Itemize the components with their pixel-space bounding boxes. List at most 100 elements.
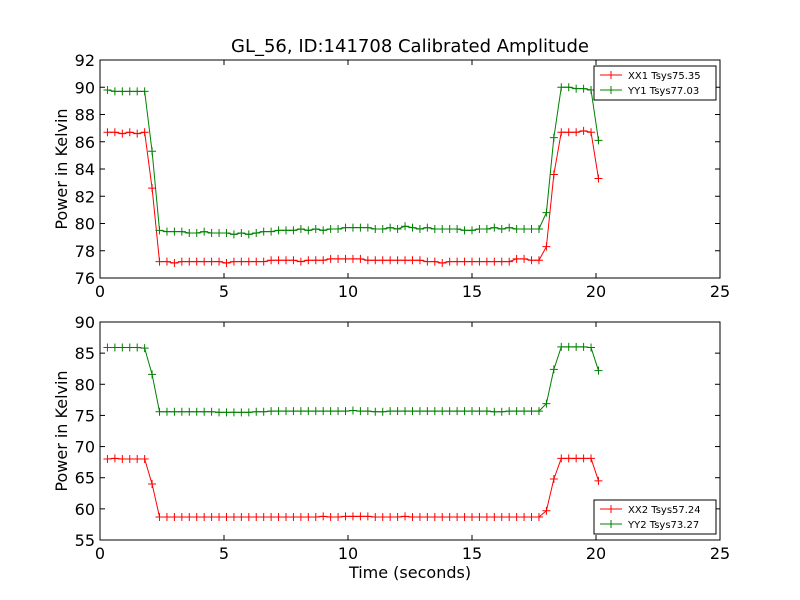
data-point bbox=[564, 342, 573, 351]
data-point bbox=[170, 259, 179, 268]
data-point bbox=[296, 407, 305, 416]
data-point bbox=[415, 256, 424, 265]
data-point bbox=[155, 226, 164, 235]
y-tick-label: 78 bbox=[75, 242, 95, 261]
y-axis-label: Power in Kelvin bbox=[52, 108, 71, 229]
y-tick-label: 90 bbox=[75, 78, 95, 97]
data-point bbox=[512, 254, 521, 263]
data-point bbox=[527, 512, 536, 521]
data-point bbox=[505, 407, 514, 416]
data-point bbox=[215, 408, 224, 417]
data-point bbox=[207, 512, 216, 521]
data-point bbox=[371, 224, 380, 233]
data-point bbox=[304, 407, 313, 416]
data-point bbox=[155, 257, 164, 266]
data-point bbox=[579, 126, 588, 135]
data-point bbox=[542, 208, 551, 217]
data-point bbox=[534, 512, 543, 521]
data-point bbox=[296, 224, 305, 233]
data-point bbox=[490, 223, 499, 232]
data-point bbox=[140, 455, 149, 464]
data-point bbox=[482, 512, 491, 521]
data-point bbox=[363, 223, 372, 232]
data-point bbox=[542, 506, 551, 515]
data-point bbox=[282, 512, 290, 521]
data-point bbox=[259, 257, 268, 266]
legend-marker bbox=[607, 71, 615, 79]
y-tick-label: 80 bbox=[75, 375, 95, 394]
data-point bbox=[356, 223, 365, 232]
data-point bbox=[497, 224, 506, 233]
data-point bbox=[371, 512, 380, 521]
data-point bbox=[475, 407, 484, 416]
legend-label: XX2 Tsys57.24 bbox=[628, 505, 701, 516]
data-point bbox=[520, 254, 529, 263]
data-point bbox=[229, 408, 238, 417]
y-tick-label: 60 bbox=[75, 500, 95, 519]
data-point bbox=[185, 512, 194, 521]
data-point bbox=[215, 512, 224, 521]
data-point bbox=[229, 257, 238, 266]
data-point bbox=[497, 512, 506, 521]
data-point bbox=[423, 407, 432, 416]
data-point bbox=[549, 170, 558, 179]
legend-box bbox=[593, 65, 717, 101]
data-point bbox=[334, 512, 343, 521]
data-point bbox=[415, 512, 424, 521]
data-point bbox=[244, 257, 253, 266]
data-point bbox=[423, 512, 432, 521]
data-point bbox=[200, 512, 209, 521]
data-point bbox=[222, 229, 231, 238]
x-tick-label: 5 bbox=[219, 282, 229, 301]
data-point bbox=[393, 407, 402, 416]
x-tick-label: 10 bbox=[338, 544, 358, 563]
y-tick-label: 76 bbox=[75, 269, 95, 288]
data-point bbox=[177, 227, 186, 236]
legend-marker bbox=[607, 86, 615, 94]
data-point bbox=[579, 454, 588, 463]
data-point bbox=[148, 184, 157, 193]
y-tick-label: 84 bbox=[75, 160, 95, 179]
data-point bbox=[445, 257, 454, 266]
data-point bbox=[572, 454, 581, 463]
data-point bbox=[378, 512, 387, 521]
data-point bbox=[229, 230, 238, 239]
data-point bbox=[348, 406, 357, 415]
data-point bbox=[259, 407, 268, 416]
data-point bbox=[520, 224, 529, 233]
data-point bbox=[453, 407, 462, 416]
data-point bbox=[215, 229, 224, 238]
data-point bbox=[587, 454, 596, 463]
data-point bbox=[326, 254, 335, 263]
data-point bbox=[341, 407, 350, 416]
x-axis-label: Time (seconds) bbox=[348, 563, 471, 582]
data-point bbox=[445, 512, 454, 521]
data-point bbox=[237, 229, 246, 238]
data-point bbox=[192, 229, 201, 238]
data-point bbox=[490, 512, 499, 521]
data-point bbox=[341, 223, 350, 232]
legend: XX1 Tsys75.35 YY1 Tsys77.03 bbox=[593, 65, 717, 101]
data-point bbox=[415, 407, 424, 416]
x-tick-label: 5 bbox=[219, 544, 229, 563]
data-point bbox=[207, 407, 216, 416]
data-point bbox=[103, 85, 112, 94]
y-tick-label: 65 bbox=[75, 469, 95, 488]
data-point bbox=[356, 254, 365, 263]
data-point bbox=[475, 512, 484, 521]
data-point bbox=[125, 343, 134, 352]
data-point bbox=[438, 259, 447, 268]
data-point bbox=[177, 512, 186, 521]
data-point bbox=[534, 256, 543, 265]
data-point bbox=[408, 256, 417, 265]
data-point bbox=[453, 224, 462, 233]
data-point bbox=[408, 512, 417, 521]
data-point bbox=[282, 407, 290, 416]
data-point bbox=[490, 407, 499, 416]
data-point bbox=[445, 224, 454, 233]
data-point bbox=[118, 129, 127, 138]
data-point bbox=[549, 133, 558, 142]
data-point bbox=[386, 407, 395, 416]
data-point bbox=[289, 226, 298, 235]
data-point bbox=[103, 128, 112, 137]
